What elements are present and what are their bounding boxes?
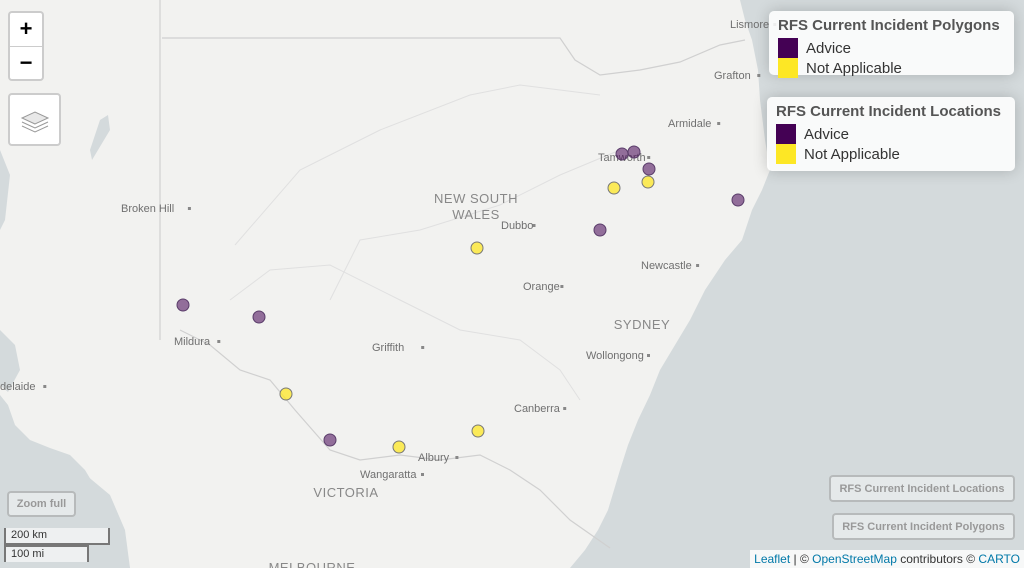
region-borders	[229, 84, 621, 401]
legend-locations-item-na: Not Applicable	[776, 144, 1006, 164]
incident-marker-not-applicable[interactable]	[607, 181, 621, 195]
place-dot	[647, 354, 650, 357]
gulf-st-vincent	[0, 330, 20, 392]
place-dot	[532, 224, 536, 227]
incident-marker-not-applicable[interactable]	[392, 440, 406, 454]
scale-bar-km: 200 km	[4, 528, 110, 545]
state-borders	[159, 0, 746, 549]
incident-markers	[176, 145, 745, 454]
zoom-in-button[interactable]: +	[10, 13, 42, 47]
place-dot	[455, 456, 459, 459]
toggle-polygons-button[interactable]: RFS Current Incident Polygons	[832, 513, 1015, 540]
place-dot	[421, 473, 424, 476]
layers-control-button[interactable]	[8, 93, 61, 146]
place-label: Griffith	[372, 342, 404, 354]
legend-polygons-title: RFS Current Incident Polygons	[778, 17, 1000, 34]
attribution-contrib: contributors ©	[896, 552, 979, 566]
place-dot	[647, 156, 651, 159]
place-label: Lismore	[730, 19, 769, 31]
zoom-full-button[interactable]: Zoom full	[7, 491, 76, 517]
place-dot	[717, 122, 721, 125]
incident-marker-not-applicable[interactable]	[471, 424, 485, 438]
place-label: Canberra	[514, 403, 561, 415]
incident-marker-advice[interactable]	[642, 162, 656, 176]
land	[0, 0, 770, 568]
place-label: Wangaratta	[360, 469, 417, 481]
layers-icon	[20, 110, 49, 133]
legend-swatch-advice	[776, 124, 796, 144]
place-label: Dubbo	[501, 220, 533, 232]
zoom-control: + −	[8, 11, 44, 81]
region-label: VICTORIA	[313, 485, 378, 500]
toggle-locations-button[interactable]: RFS Current Incident Locations	[829, 475, 1015, 502]
incident-marker-not-applicable[interactable]	[279, 387, 293, 401]
place-dot	[696, 264, 700, 267]
place-label: Orange	[523, 281, 560, 293]
place-label: Albury	[418, 452, 450, 464]
incident-marker-advice[interactable]	[252, 310, 266, 324]
place-label: Broken Hill	[121, 203, 174, 215]
place-label: Armidale	[668, 118, 711, 130]
legend-locations-item-advice: Advice	[776, 124, 1006, 144]
region-label: MELBOURNE	[269, 560, 356, 568]
region-label: NEW SOUTH	[434, 191, 518, 206]
lake-torrens	[90, 115, 110, 160]
legend-swatch-not-applicable	[778, 58, 798, 78]
carto-link[interactable]: CARTO	[978, 552, 1020, 566]
legend-label: Not Applicable	[804, 145, 900, 163]
place-dot	[43, 385, 47, 388]
region-label: WALES	[452, 207, 500, 222]
scale-bar-mi: 100 mi	[4, 545, 89, 562]
place-label: Grafton	[714, 70, 751, 82]
legend-label: Not Applicable	[806, 59, 902, 77]
zoom-out-button[interactable]: −	[19, 50, 33, 75]
region-label: SYDNEY	[614, 317, 670, 332]
legend-swatch-not-applicable	[776, 144, 796, 164]
incident-marker-advice[interactable]	[323, 433, 337, 447]
attribution: Leaflet | © OpenStreetMap contributors ©…	[750, 550, 1024, 568]
place-dot	[560, 285, 564, 288]
attribution-sep: | ©	[790, 552, 813, 566]
legend-swatch-advice	[778, 38, 798, 58]
legend-label: Advice	[806, 39, 852, 57]
incident-marker-advice[interactable]	[615, 147, 629, 161]
incident-marker-advice[interactable]	[593, 223, 607, 237]
legend-locations: RFS Current Incident Locations Advice No…	[767, 97, 1015, 171]
place-dot	[757, 74, 761, 77]
place-dot	[421, 346, 425, 349]
place-dot	[187, 207, 191, 210]
leaflet-link[interactable]: Leaflet	[754, 552, 791, 566]
legend-locations-title: RFS Current Incident Locations	[776, 103, 1002, 120]
place-dot	[563, 407, 567, 410]
incident-marker-advice[interactable]	[731, 193, 745, 207]
place-labels: LismoreGraftonArmidaleTamworthBroken Hil…	[0, 19, 777, 481]
legend-polygons-item-na: Not Applicable	[778, 58, 1005, 78]
incident-marker-not-applicable[interactable]	[470, 241, 484, 255]
legend-polygons-item-advice: Advice	[778, 38, 1005, 58]
spencer-gulf	[0, 150, 10, 230]
place-dot	[217, 340, 221, 343]
incident-marker-not-applicable[interactable]	[641, 175, 655, 189]
place-label: Mildura	[174, 336, 211, 348]
osm-link[interactable]: OpenStreetMap	[812, 552, 897, 566]
legend-label: Advice	[804, 125, 850, 143]
place-label: delaide	[0, 381, 35, 393]
legend-polygons: RFS Current Incident Polygons Advice Not…	[769, 11, 1014, 78]
place-label: Newcastle	[641, 260, 692, 272]
incident-marker-advice[interactable]	[176, 298, 190, 312]
place-label: Wollongong	[586, 350, 644, 362]
incident-marker-advice[interactable]	[627, 145, 641, 159]
